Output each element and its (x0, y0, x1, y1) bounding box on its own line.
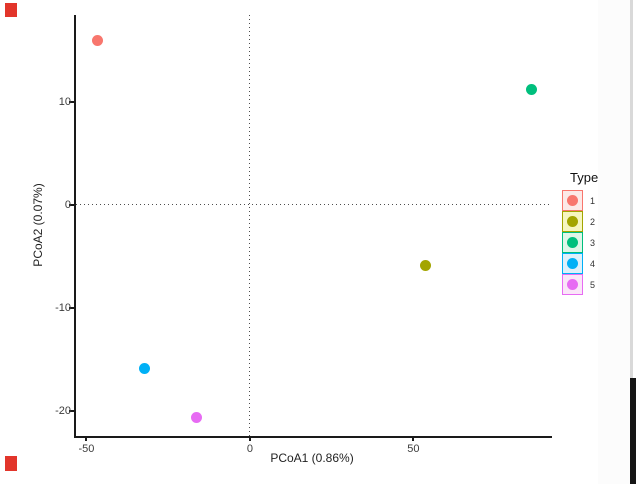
right-edge-faint-band (598, 0, 630, 484)
legend-item-label: 2 (590, 216, 596, 227)
y-axis-tick (69, 203, 74, 206)
legend-key-swatch (562, 274, 583, 295)
legend-key-swatch (562, 190, 583, 211)
x-axis-tick-label: 0 (246, 443, 253, 455)
data-point-type-1 (92, 35, 104, 47)
left-edge-red-mark-bottom (5, 456, 17, 471)
zero-reference-line-vertical (249, 15, 251, 436)
y-axis-tick-label: 10 (58, 95, 71, 108)
legend-item-3: 3 (562, 232, 622, 253)
legend-key-dot (567, 237, 578, 248)
x-axis-tick (85, 436, 88, 441)
x-axis-title: PCoA1 (0.86%) (270, 451, 354, 465)
data-point-type-2 (420, 260, 432, 272)
legend-title: Type (570, 170, 599, 185)
legend-item-2: 2 (562, 211, 622, 232)
legend-item-label: 4 (590, 258, 596, 269)
legend-key-dot (567, 195, 578, 206)
legend-key-dot (567, 258, 578, 269)
legend: Type 1 2 3 4 5 (562, 170, 622, 295)
legend-item-label: 5 (590, 279, 596, 290)
data-point-type-4 (139, 363, 151, 375)
y-axis-title: PCoA2 (0.07%) (31, 183, 45, 267)
legend-key-dot (567, 279, 578, 290)
x-axis-tick (248, 436, 251, 441)
y-axis-tick-label: 0 (64, 198, 71, 211)
legend-key-swatch (562, 232, 583, 253)
y-axis-tick (69, 410, 74, 413)
legend-item-label: 1 (590, 195, 596, 206)
right-edge-grey-line (630, 0, 633, 484)
right-edge-dark-strip (630, 378, 636, 484)
x-axis-tick-label: 50 (407, 443, 420, 455)
left-edge-red-mark-top (5, 3, 17, 17)
legend-item-label: 3 (590, 237, 596, 248)
legend-items: 1 2 3 4 5 (562, 190, 622, 295)
data-point-type-5 (191, 411, 203, 423)
y-axis-tick (69, 307, 74, 310)
zero-reference-line-horizontal (76, 204, 552, 206)
legend-key-swatch (562, 211, 583, 232)
legend-item-5: 5 (562, 274, 622, 295)
y-axis-tick (69, 100, 74, 103)
plot-panel: -50 0 50 10 0 -10 -20 (55, 15, 552, 455)
x-axis-tick (412, 436, 415, 441)
legend-key-swatch (562, 253, 583, 274)
x-axis-tick-label: -50 (78, 443, 95, 455)
y-axis-tick-label: -20 (55, 405, 71, 418)
legend-item-1: 1 (562, 190, 622, 211)
legend-key-dot (567, 216, 578, 227)
data-point-type-3 (525, 83, 537, 95)
y-axis-tick-label: -10 (55, 302, 71, 315)
legend-item-4: 4 (562, 253, 622, 274)
